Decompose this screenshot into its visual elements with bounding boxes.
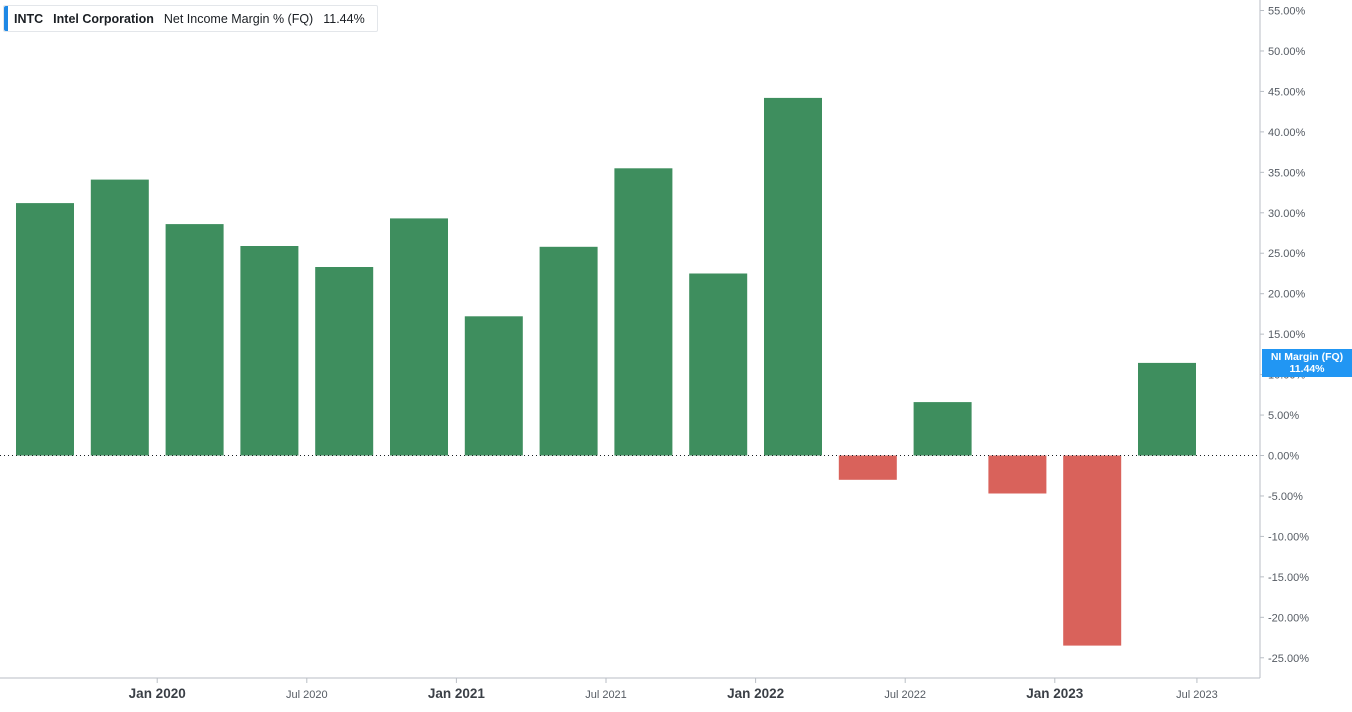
x-tick-label: Jul 2020 [286,689,328,701]
current-value-tag-value: 11.44% [1289,363,1325,375]
bar-q1-2021[interactable] [464,316,523,456]
x-tick-label: Jan 2023 [1026,686,1084,701]
bar-q2-2023[interactable] [1138,362,1196,456]
y-tick-label: 30.00% [1268,208,1306,220]
y-tick-label: 35.00% [1268,167,1306,179]
bar-q2-2021[interactable] [539,246,598,456]
legend-color-marker [4,6,8,31]
y-tick-label: 5.00% [1268,410,1299,422]
y-tick-label: 0.00% [1268,451,1299,463]
y-tick-label: 25.00% [1268,248,1306,260]
bar-q1-2022[interactable] [764,97,822,456]
y-tick-label: 55.00% [1268,6,1306,18]
y-tick-label: 45.00% [1268,86,1306,98]
bar-q4-2019[interactable] [90,179,149,456]
bar-q2-2022[interactable] [838,455,897,480]
x-tick-label: Jan 2022 [727,686,784,701]
bar-q2-2020[interactable] [240,246,299,456]
bar-q4-2022[interactable] [988,455,1047,494]
legend-company-name: Intel Corporation [53,11,154,26]
x-tick-label: Jul 2023 [1176,689,1218,701]
current-value-tag: NI Margin (FQ) 11.44% [1262,349,1352,377]
x-tick-label: Jul 2022 [884,689,926,701]
y-tick-label: -5.00% [1268,491,1303,503]
y-tick-label: 15.00% [1268,329,1306,341]
y-tick-label: -20.00% [1268,612,1309,624]
bar-q3-2019[interactable] [16,203,74,456]
bar-q4-2020[interactable] [390,218,448,456]
legend-metric-name: Net Income Margin % (FQ) [163,11,314,26]
current-value-tag-label: NI Margin (FQ) [1270,351,1344,363]
x-tick-label: Jan 2020 [129,686,186,701]
x-tick-label: Jan 2021 [428,686,486,701]
y-tick-label: 20.00% [1268,289,1306,301]
y-tick-label: -10.00% [1268,531,1309,543]
legend-ticker: INTC [14,11,44,26]
bars-layer [16,97,1196,646]
x-tick-label: Jul 2021 [585,689,627,701]
series-legend[interactable]: INTC Intel Corporation Net Income Margin… [3,5,378,32]
x-axis[interactable]: Jan 2020 Jul 2020 Jan 2021 Jul 2021 Jan 2022… [129,678,1218,701]
y-tick-label: -25.00% [1268,653,1309,665]
bar-q4-2021[interactable] [689,273,748,456]
bar-q1-2020[interactable] [165,224,224,456]
bar-q3-2022[interactable] [913,402,972,456]
y-tick-label: 50.00% [1268,46,1306,58]
y-tick-label: 40.00% [1268,127,1306,139]
y-axis[interactable]: 55.00% 50.00% 45.00% 40.00% 35.00% 30.00% 25.0… [1260,6,1309,665]
y-tick-label: -15.00% [1268,572,1309,584]
bar-q1-2023[interactable] [1063,455,1122,646]
legend-current-value: 11.44% [323,11,365,26]
bar-q3-2021[interactable] [614,168,673,456]
bar-q3-2020[interactable] [315,267,374,456]
